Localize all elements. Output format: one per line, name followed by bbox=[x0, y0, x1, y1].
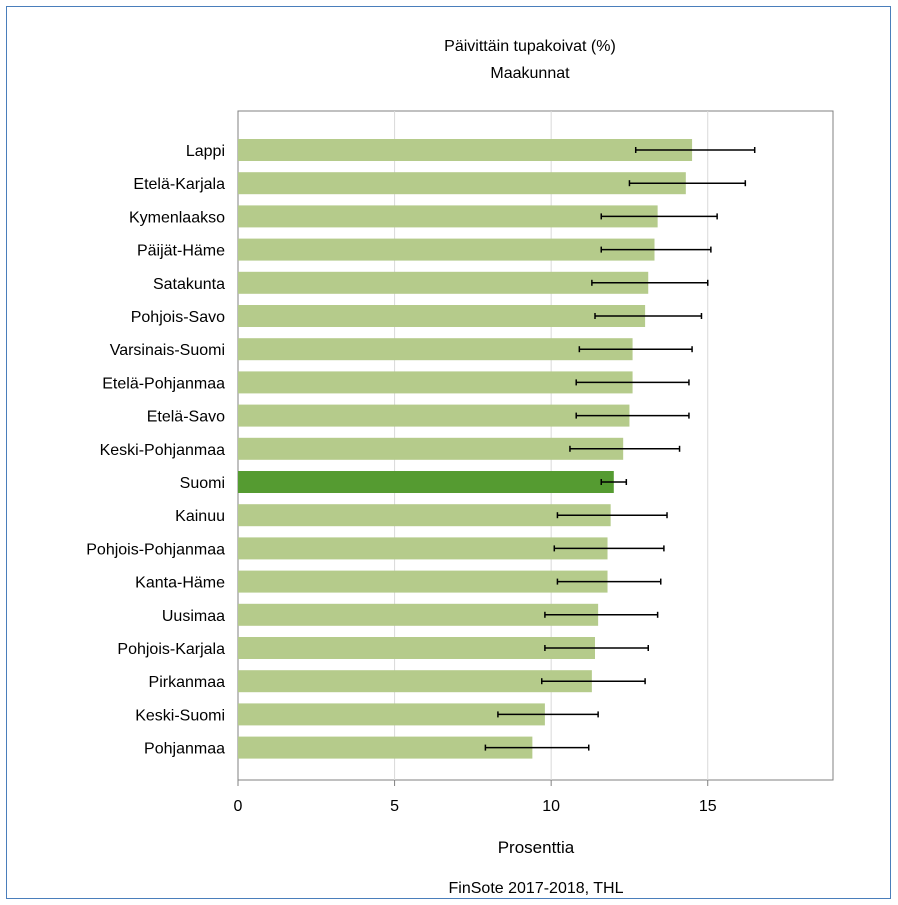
bar bbox=[238, 404, 630, 427]
bar bbox=[238, 371, 633, 394]
category-label: Varsinais-Suomi bbox=[110, 342, 225, 359]
category-label: Päijät-Häme bbox=[137, 243, 225, 260]
category-label: Etelä-Savo bbox=[147, 409, 225, 426]
category-label: Satakunta bbox=[153, 276, 225, 293]
category-label: Etelä-Pohjanmaa bbox=[102, 375, 225, 392]
bar bbox=[238, 305, 646, 327]
category-label: Uusimaa bbox=[162, 608, 225, 625]
bar bbox=[238, 703, 545, 726]
category-label: Pohjois-Karjala bbox=[117, 641, 225, 658]
chart-subtitle: Maakunnat bbox=[490, 65, 570, 82]
bar bbox=[238, 504, 611, 527]
category-label: Pirkanmaa bbox=[149, 674, 226, 691]
x-tick-label: 0 bbox=[234, 798, 243, 815]
category-label: Suomi bbox=[180, 475, 225, 492]
category-label: Kymenlaakso bbox=[129, 209, 225, 226]
category-labels: Lappi Etelä-Karjala Kymenlaakso Päijät-Häme… bbox=[86, 143, 225, 758]
bar-chart: Päivittäin tupakoivat (%) Maakunnat Lapp… bbox=[86, 38, 834, 897]
bar bbox=[238, 471, 614, 493]
bar bbox=[238, 238, 655, 261]
bar bbox=[238, 570, 608, 593]
bar bbox=[238, 205, 658, 228]
x-tick-label: 5 bbox=[390, 798, 399, 815]
bar bbox=[238, 172, 686, 195]
bar bbox=[238, 670, 592, 693]
bar bbox=[238, 437, 624, 460]
bar bbox=[238, 637, 595, 659]
chart-title: Päivittäin tupakoivat (%) bbox=[444, 38, 616, 55]
bar bbox=[238, 537, 608, 560]
category-label: Pohjanmaa bbox=[144, 741, 225, 758]
bar bbox=[238, 139, 693, 161]
category-label: Keski-Pohjanmaa bbox=[100, 442, 226, 459]
category-label: Pohjois-Savo bbox=[131, 309, 225, 326]
bar bbox=[238, 736, 533, 759]
category-label: Kanta-Häme bbox=[135, 575, 225, 592]
bars bbox=[238, 139, 693, 759]
category-label: Keski-Suomi bbox=[135, 707, 225, 724]
chart-frame: Päivittäin tupakoivat (%) Maakunnat Lapp… bbox=[6, 6, 891, 899]
x-tick-label: 15 bbox=[699, 798, 717, 815]
error-bars bbox=[484, 147, 756, 751]
category-label: Lappi bbox=[186, 143, 225, 160]
bar bbox=[238, 338, 633, 361]
bar bbox=[238, 271, 649, 294]
x-axis: 0 5 10 15 bbox=[234, 780, 717, 815]
x-axis-label: Prosenttia bbox=[498, 838, 575, 857]
x-tick-label: 10 bbox=[542, 798, 560, 815]
category-label: Etelä-Karjala bbox=[133, 176, 225, 193]
category-label: Pohjois-Pohjanmaa bbox=[86, 541, 225, 558]
source-note: FinSote 2017-2018, THL bbox=[449, 880, 624, 897]
category-label: Kainuu bbox=[175, 508, 225, 525]
bar bbox=[238, 603, 599, 626]
